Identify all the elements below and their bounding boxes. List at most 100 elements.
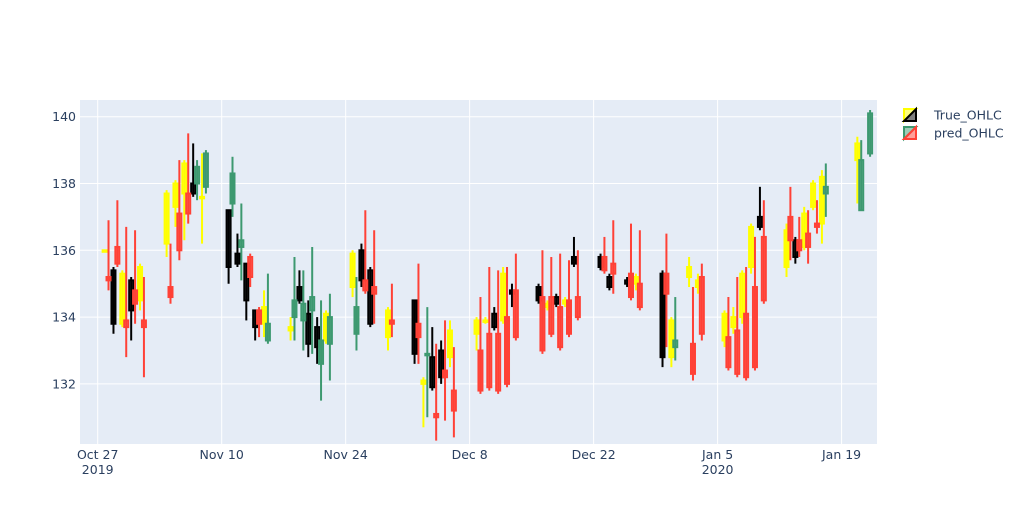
candle[interactable]	[689, 287, 696, 381]
candle[interactable]	[743, 266, 750, 381]
candle[interactable]	[296, 270, 303, 304]
candle[interactable]	[787, 186, 794, 261]
candle[interactable]	[482, 317, 489, 324]
candle[interactable]	[473, 317, 480, 351]
candle[interactable]	[114, 200, 121, 267]
candle[interactable]	[318, 300, 325, 401]
candle[interactable]	[424, 307, 431, 418]
candle[interactable]	[163, 190, 170, 257]
candle[interactable]	[358, 243, 365, 288]
candle[interactable]	[730, 307, 737, 334]
candle[interactable]	[194, 160, 201, 201]
candle[interactable]	[500, 266, 507, 324]
candle[interactable]	[813, 200, 820, 234]
candle[interactable]	[725, 297, 732, 371]
candle[interactable]	[420, 377, 427, 428]
candle[interactable]	[721, 310, 728, 348]
candle[interactable]	[225, 209, 232, 284]
candle[interactable]	[601, 236, 608, 274]
candle[interactable]	[291, 256, 298, 341]
candle[interactable]	[512, 253, 519, 341]
candle[interactable]	[783, 223, 790, 278]
candle[interactable]	[309, 246, 316, 354]
candle[interactable]	[698, 263, 705, 341]
candle[interactable]	[610, 220, 617, 294]
legend[interactable]: True_OHLC pred_OHLC	[901, 106, 1004, 142]
candle[interactable]	[548, 256, 555, 338]
candle[interactable]	[388, 283, 395, 338]
candle[interactable]	[574, 250, 581, 321]
candle[interactable]	[854, 136, 861, 204]
candle[interactable]	[659, 270, 666, 368]
candle[interactable]	[486, 266, 493, 391]
candle[interactable]	[353, 277, 360, 351]
candle[interactable]	[557, 253, 564, 351]
candle[interactable]	[450, 347, 457, 438]
candle[interactable]	[349, 250, 356, 298]
legend-item-pred_OHLC[interactable]: pred_OHLC	[901, 124, 1004, 142]
candle[interactable]	[247, 253, 254, 288]
candle[interactable]	[140, 277, 147, 378]
candle[interactable]	[202, 150, 209, 194]
candle[interactable]	[822, 163, 829, 217]
candle[interactable]	[176, 160, 183, 261]
candle[interactable]	[796, 216, 803, 257]
candle[interactable]	[686, 256, 693, 288]
candle[interactable]	[199, 153, 206, 244]
candle[interactable]	[739, 270, 746, 324]
candle[interactable]	[535, 283, 542, 304]
candle[interactable]	[433, 343, 440, 441]
candle[interactable]	[801, 206, 808, 251]
candle[interactable]	[672, 297, 679, 361]
candle[interactable]	[190, 143, 197, 197]
candle[interactable]	[229, 156, 236, 217]
candle[interactable]	[185, 133, 192, 224]
candle[interactable]	[867, 110, 874, 157]
candle[interactable]	[810, 180, 817, 211]
candle[interactable]	[818, 170, 825, 244]
candle[interactable]	[748, 223, 755, 274]
candle[interactable]	[314, 317, 321, 364]
candle[interactable]	[539, 250, 546, 354]
candle[interactable]	[105, 220, 112, 291]
candle[interactable]	[256, 307, 263, 338]
candle[interactable]	[504, 266, 511, 388]
candle[interactable]	[751, 236, 758, 371]
candle[interactable]	[805, 210, 812, 264]
candle[interactable]	[491, 307, 498, 331]
candle[interactable]	[234, 233, 241, 267]
candle[interactable]	[858, 140, 865, 212]
candle[interactable]	[367, 266, 374, 328]
candle[interactable]	[570, 236, 577, 267]
candle[interactable]	[566, 260, 573, 338]
candle[interactable]	[181, 160, 188, 241]
candle[interactable]	[734, 277, 741, 378]
candle[interactable]	[362, 210, 369, 294]
candle[interactable]	[668, 317, 675, 368]
candle[interactable]	[167, 243, 174, 304]
candle[interactable]	[243, 262, 250, 321]
candle[interactable]	[110, 266, 117, 334]
candle[interactable]	[287, 317, 294, 341]
candle[interactable]	[438, 340, 445, 384]
candle[interactable]	[606, 273, 613, 291]
candle[interactable]	[300, 270, 307, 351]
candle[interactable]	[371, 230, 378, 324]
candle[interactable]	[627, 223, 634, 301]
legend-item-True_OHLC[interactable]: True_OHLC	[901, 106, 1002, 124]
candle[interactable]	[101, 249, 108, 253]
candle[interactable]	[446, 320, 453, 368]
candle[interactable]	[137, 263, 144, 311]
candle[interactable]	[132, 230, 139, 324]
candle[interactable]	[429, 327, 436, 391]
candle[interactable]	[415, 263, 422, 364]
candle[interactable]	[123, 226, 130, 358]
candle[interactable]	[495, 270, 502, 394]
candle[interactable]	[477, 297, 484, 394]
candle[interactable]	[760, 200, 767, 304]
candle[interactable]	[756, 186, 763, 231]
candle[interactable]	[305, 300, 312, 358]
candle[interactable]	[119, 270, 126, 328]
candle[interactable]	[172, 180, 179, 227]
candle[interactable]	[326, 293, 333, 381]
